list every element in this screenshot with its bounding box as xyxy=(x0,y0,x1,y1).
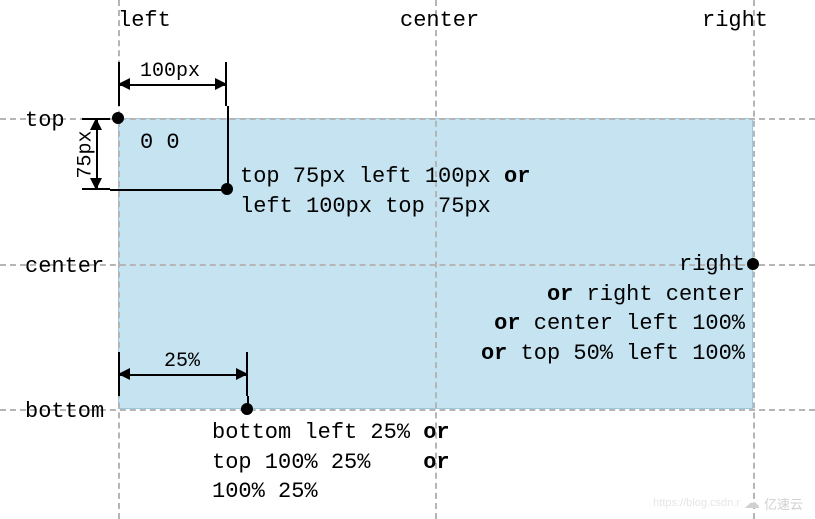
axis-label-center: center xyxy=(25,254,104,279)
axis-label-left: left xyxy=(118,8,171,33)
label-origin: 0 0 xyxy=(140,128,180,158)
dimension-100px-ext xyxy=(227,106,229,190)
point-right xyxy=(747,258,759,270)
gridline-bottom xyxy=(0,409,815,411)
axis-label-right: right xyxy=(702,8,768,33)
dimension-25pct-label: 25% xyxy=(164,350,200,373)
watermark-faint: https://blog.csdn.r xyxy=(653,497,740,509)
annotation-right: rightor right centeror center left 100%o… xyxy=(481,250,745,369)
axis-label-centerx: center xyxy=(400,8,479,33)
point-origin xyxy=(112,112,124,124)
point-inner xyxy=(221,183,233,195)
cloud-icon: ☁ xyxy=(744,493,760,513)
annotation-inner: top 75px left 100px orleft 100px top 75p… xyxy=(240,162,530,221)
axis-label-top: top xyxy=(25,108,65,133)
dimension-75px-label: 75px xyxy=(75,130,98,178)
dimension-100px-label: 100px xyxy=(140,60,200,83)
axis-label-bottom: bottom xyxy=(25,399,104,424)
point-bottom25 xyxy=(241,403,253,415)
watermark: https://blog.csdn.r ☁ 亿速云 xyxy=(653,493,803,513)
watermark-logo: 亿速云 xyxy=(764,494,803,513)
annotation-bottom: bottom left 25% ortop 100% 25% or100% 25… xyxy=(212,418,450,507)
diagram-stage: top center bottom left center right 100p… xyxy=(0,0,815,519)
dimension-75px-ext xyxy=(110,189,228,191)
